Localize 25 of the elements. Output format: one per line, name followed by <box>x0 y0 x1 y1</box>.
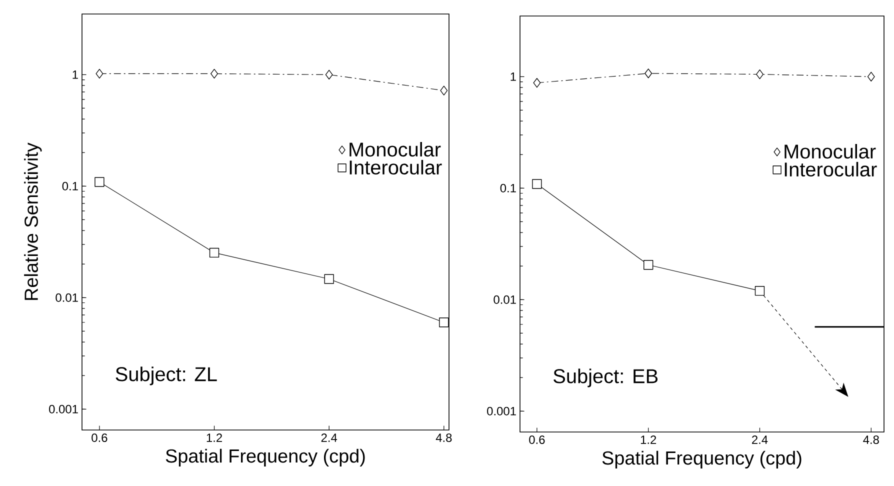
x-tick-label: 1.2 <box>206 434 222 442</box>
x-tick-label: 0.6 <box>92 434 108 442</box>
y-tick-label: 0.1 <box>62 182 78 190</box>
y-tick-label: 0.001 <box>49 404 78 414</box>
y-tick-label: 0.1 <box>500 184 516 192</box>
legend-label: Interocular <box>350 160 442 175</box>
y-tick-label: 1 <box>510 72 516 81</box>
x-tick-label: 1.2 <box>640 436 656 444</box>
x-tick-label: 4.8 <box>863 436 879 444</box>
x-tick-label: 4.8 <box>436 434 452 442</box>
x-tick-label: 2.4 <box>752 436 768 444</box>
y-tick-label: 1 <box>72 70 78 79</box>
y-tick-label: 0.01 <box>56 293 78 302</box>
legend-label: Monocular <box>784 144 876 159</box>
annotation: Subject: EB <box>554 368 658 388</box>
legend-label: Monocular <box>350 142 441 157</box>
x-tick-label: 0.6 <box>529 436 545 444</box>
legend-label: Interocular <box>784 162 877 177</box>
y-tick-label: 0.01 <box>494 295 516 304</box>
y-axis-title: Relative Sensitivity <box>24 142 42 300</box>
y-tick-label: 0.001 <box>487 406 516 416</box>
annotation: Subject: ZL <box>116 366 217 386</box>
x-axis-title: Spatial Frequency (cpd) <box>166 448 365 466</box>
x-axis-title: Spatial Frequency (cpd) <box>602 450 802 468</box>
x-tick-label: 2.4 <box>321 434 338 442</box>
